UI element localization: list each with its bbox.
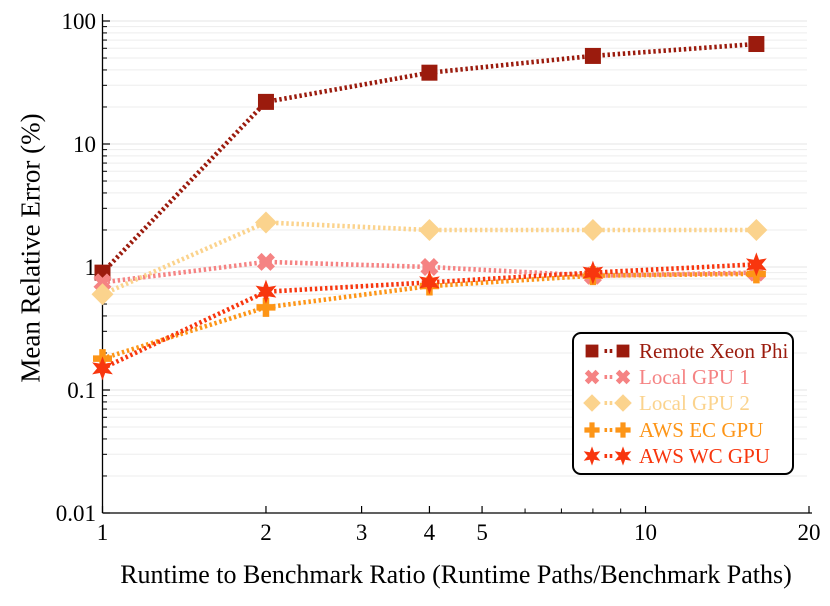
square-marker — [257, 93, 274, 110]
x-axis-title: Runtime to Benchmark Ratio (Runtime Path… — [120, 560, 792, 589]
plus-marker-icon — [582, 418, 632, 442]
y-axis-title: Mean Relative Error (%) — [15, 113, 46, 383]
y-tick-label: 10 — [73, 132, 96, 157]
legend-item-local-gpu-1: Local GPU 1 — [582, 365, 788, 390]
y-tick-label: 1 — [85, 255, 97, 280]
diamond-marker — [254, 211, 277, 234]
diamond-marker — [581, 218, 604, 241]
x-marker — [420, 257, 439, 277]
square-marker — [421, 64, 438, 81]
x-tick-label: 3 — [356, 520, 368, 545]
series-line — [101, 271, 757, 361]
star-marker — [614, 446, 632, 466]
square-marker — [748, 36, 765, 53]
plus-marker — [256, 297, 276, 317]
legend-item-aws-wc-gpu: AWS WC GPU — [582, 443, 788, 468]
x-tick-label: 1 — [97, 520, 109, 545]
y-tick-label: 0.01 — [56, 501, 96, 526]
x-marker — [93, 273, 112, 292]
x-tick-label: 20 — [798, 520, 821, 545]
series-aws-wc-gpu — [92, 252, 767, 381]
star-marker — [92, 356, 113, 381]
legend-label: Local GPU 1 — [639, 365, 750, 390]
series-line — [101, 262, 757, 371]
legend-label: AWS WC GPU — [639, 443, 770, 468]
square-marker — [616, 344, 630, 358]
legend-item-local-gpu-2: Local GPU 2 — [582, 391, 788, 416]
x-tick-label: 4 — [424, 520, 436, 545]
diamond-marker-icon — [582, 391, 632, 415]
square-marker — [585, 344, 599, 358]
square-marker — [584, 47, 601, 64]
x-marker — [615, 370, 631, 385]
x-marker — [256, 252, 275, 271]
legend-label: Remote Xeon Phi — [639, 339, 789, 364]
square-marker-icon — [582, 339, 632, 363]
x-tick-label: 2 — [260, 520, 272, 545]
diamond-marker — [583, 394, 601, 413]
diamond-marker — [91, 283, 114, 306]
legend-label: Local GPU 2 — [639, 391, 750, 416]
star-marker-icon — [582, 444, 632, 468]
diamond-marker — [745, 218, 768, 241]
legend-item-aws-ec-gpu: AWS EC GPU — [582, 417, 788, 442]
y-tick-label: 100 — [62, 9, 97, 34]
star-marker — [255, 279, 277, 304]
series-remote-xeon-phi — [94, 36, 765, 281]
y-tick-label: 0.1 — [67, 378, 96, 403]
legend-item-remote-xeon-phi: Remote Xeon Phi — [582, 339, 788, 364]
x-tick-label: 5 — [476, 520, 488, 545]
star-marker — [582, 260, 604, 285]
legend-label: AWS EC GPU — [639, 417, 764, 442]
plus-marker — [615, 422, 631, 438]
x-tick-label: 10 — [634, 520, 657, 545]
legend: Remote Xeon Phi Local GPU 1 Local GPU 2 … — [572, 332, 794, 475]
star-marker — [419, 270, 440, 295]
x-marker-icon — [582, 365, 632, 389]
plus-marker — [584, 422, 600, 438]
star-marker — [745, 252, 767, 277]
x-marker — [584, 370, 600, 385]
diamond-marker — [614, 394, 632, 413]
diamond-marker — [418, 218, 441, 241]
star-marker — [583, 446, 601, 466]
series-local-gpu-2 — [91, 211, 768, 306]
